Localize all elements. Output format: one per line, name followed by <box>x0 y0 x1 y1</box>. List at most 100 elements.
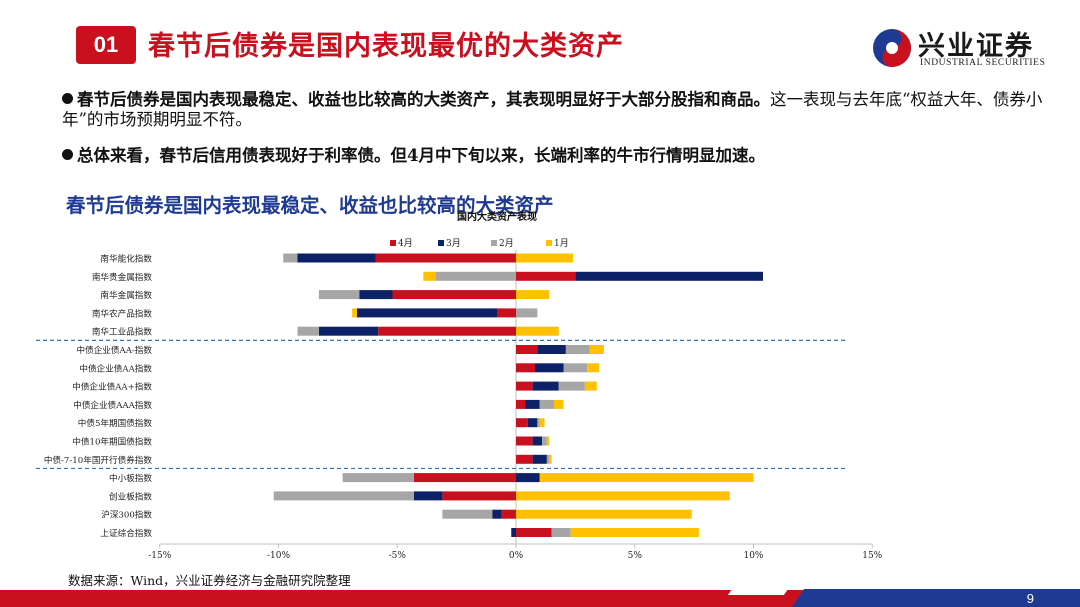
bar-2月-中小板指数 <box>342 473 414 483</box>
x-tick-label: 0% <box>509 551 524 561</box>
bar-2月-创业板指数 <box>273 491 414 501</box>
bar-2月-南华农产品指数 <box>516 308 538 318</box>
category-label: 中小板指数 <box>109 472 152 484</box>
category-label: 中债10年期国债指数 <box>72 436 152 448</box>
bar-3月-南华农产品指数 <box>356 308 497 318</box>
bar-1月-上证综合指数 <box>570 528 699 537</box>
category-label: 南华金属指数 <box>100 289 152 301</box>
x-tick-label: 5% <box>628 551 643 561</box>
bar-4月-中债5年期国债指数 <box>516 418 528 428</box>
chart-heading: 春节后债券是国内表现最稳定、收益也比较高的大类资产 <box>66 194 554 217</box>
bar-4月-中债企业债AA-指数 <box>516 345 538 354</box>
bar-2月-中债10年期国债指数 <box>542 436 547 446</box>
bar-1月-中债10年期国债指数 <box>546 436 550 446</box>
category-label: 南华贵金属指数 <box>92 271 153 283</box>
category-label: 上证综合指数 <box>100 527 152 539</box>
bar-3月-中债企业债AA+指数 <box>532 381 559 391</box>
logo-chinese-text: 兴业证券 <box>918 31 1034 62</box>
bar-3月-创业板指数 <box>413 491 443 501</box>
bar-1月-中债5年期国债指数 <box>539 418 545 428</box>
category-label: 南华工业品指数 <box>92 326 153 338</box>
page-number: 9 <box>1026 591 1034 606</box>
legend-label-4月: 4月 <box>398 238 413 249</box>
category-label: 中债企业债AA-指数 <box>77 344 153 356</box>
bar-3月-沪深300指数 <box>492 509 502 519</box>
category-label: 南华农产品指数 <box>92 307 153 319</box>
stacked-bar-chart: 国内大类资产表现 4月 3月 2月 1月 -15% -10% -5% 0% 5% 10% 15% 南华能… <box>36 210 883 561</box>
bar-4月-中债企业债AA+指数 <box>516 381 533 391</box>
bar-1月-南华能化指数 <box>516 253 573 263</box>
bullet-1-text: 这一表现与去年底“权益大年、债券小年”的市场预期明显不符。 <box>62 90 1043 129</box>
bar-2月-中债企业债AA指数 <box>563 363 588 373</box>
bar-2月-南华能化指数 <box>283 253 298 263</box>
x-tick-label: 10% <box>743 551 763 561</box>
company-logo: 兴业证券 INDUSTRIAL SECURITIES <box>872 24 1062 70</box>
bar-4月-沪深300指数 <box>501 509 516 519</box>
bar-4月-中债10年期国债指数 <box>516 436 533 446</box>
footer-stripe <box>727 589 789 595</box>
bar-4月-中债企业债AAA指数 <box>516 399 526 409</box>
bar-3月-中小板指数 <box>516 473 540 483</box>
bar-2月-中债5年期国债指数 <box>537 418 540 428</box>
legend-swatch-1月 <box>546 240 552 246</box>
bar-4月-中债-7-10年国开行债券指数 <box>516 454 533 464</box>
category-label: 创业板指数 <box>109 490 152 502</box>
legend-label-3月: 3月 <box>446 238 461 249</box>
bar-3月-南华贵金属指数 <box>575 271 763 281</box>
bar-3月-中债-7-10年国开行债券指数 <box>532 454 547 464</box>
x-tick-label: -15% <box>148 551 171 561</box>
category-label: 中债企业债AAA指数 <box>73 399 152 411</box>
data-source-note: 数据来源：Wind，兴业证券经济与金融研究院整理 <box>68 573 351 588</box>
bar-2月-中债-7-10年国开行债券指数 <box>546 454 550 464</box>
bar-3月-南华能化指数 <box>297 253 376 263</box>
x-tick-label: 15% <box>862 551 882 561</box>
bar-2月-中债企业债AA+指数 <box>558 381 585 391</box>
bar-1月-南华工业品指数 <box>516 326 559 336</box>
bar-2月-中债企业债AAA指数 <box>539 399 554 409</box>
bar-1月-中债企业债AA-指数 <box>589 345 604 354</box>
bar-1月-中债企业债AA指数 <box>587 363 600 373</box>
bar-1月-南华贵金属指数 <box>423 271 436 281</box>
bullet-dot-icon <box>62 93 73 104</box>
bar-1月-沪深300指数 <box>516 509 692 519</box>
bar-1月-中小板指数 <box>539 473 754 483</box>
bullet-dot-icon <box>62 149 73 160</box>
category-label: 中债企业债AA+指数 <box>72 381 152 393</box>
page-title: 春节后债券是国内表现最优的大类资产 <box>148 31 624 62</box>
bar-3月-南华工业品指数 <box>318 326 379 336</box>
legend-swatch-3月 <box>438 240 444 246</box>
bar-2月-上证综合指数 <box>551 528 571 537</box>
category-label: 沪深300指数 <box>101 509 152 521</box>
bar-2月-沪深300指数 <box>442 509 493 519</box>
bar-3月-中债10年期国债指数 <box>532 436 543 446</box>
category-label: 中债企业债AA指数 <box>79 362 152 374</box>
bar-1月-中债企业债AAA指数 <box>554 399 564 409</box>
bar-3月-中债5年期国债指数 <box>527 418 538 428</box>
bar-3月-中债企业债AAA指数 <box>525 399 540 409</box>
logo-english-text: INDUSTRIAL SECURITIES <box>920 58 1046 68</box>
bar-4月-上证综合指数 <box>516 528 552 537</box>
bar-2月-南华金属指数 <box>318 290 360 300</box>
bullet-point-2: 总体来看，春节后信用债表现好于利率债。但4月中下旬以来，长端利率的牛市行情明显加… <box>62 146 765 166</box>
logo-mark-icon <box>873 29 911 67</box>
bar-4月-南华金属指数 <box>392 290 516 300</box>
bar-1月-南华金属指数 <box>516 290 550 300</box>
legend-swatch-2月 <box>491 240 497 246</box>
footer-blue-band <box>792 589 1080 607</box>
bar-1月-创业板指数 <box>516 491 730 501</box>
bar-4月-中债企业债AA指数 <box>516 363 535 373</box>
bar-3月-南华金属指数 <box>359 290 393 300</box>
bar-4月-南华农产品指数 <box>497 308 516 318</box>
category-label: 中债5年期国债指数 <box>78 417 153 429</box>
legend-swatch-4月 <box>390 240 396 246</box>
bar-2月-南华贵金属指数 <box>435 271 516 281</box>
bar-1月-中债-7-10年国开行债券指数 <box>549 454 552 464</box>
bar-1月-南华农产品指数 <box>352 308 357 318</box>
section-number-badge: 01 <box>76 26 136 64</box>
bar-3月-上证综合指数 <box>511 528 516 537</box>
bar-2月-中债企业债AA-指数 <box>565 345 590 354</box>
bar-4月-南华工业品指数 <box>378 326 516 336</box>
bar-1月-中债企业债AA+指数 <box>584 381 597 391</box>
legend-label-2月: 2月 <box>499 238 514 249</box>
bar-4月-南华能化指数 <box>375 253 516 263</box>
